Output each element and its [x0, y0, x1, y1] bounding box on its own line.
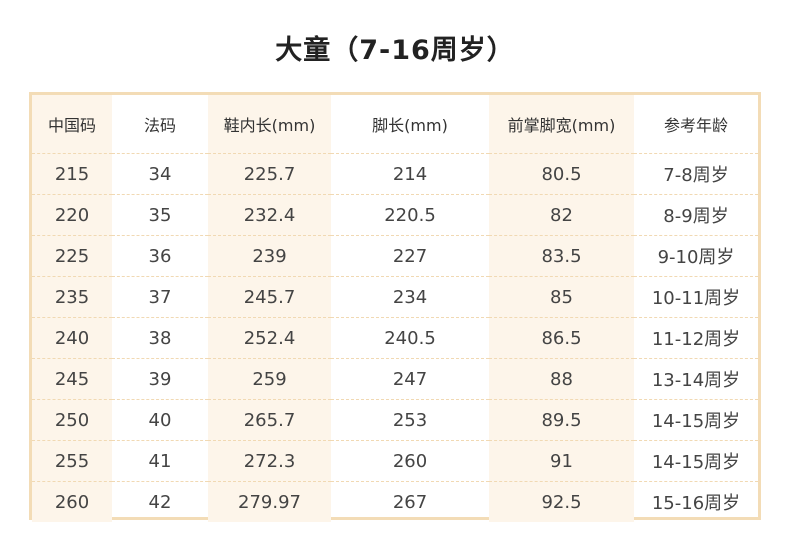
cell-reference-age: 8-9周岁 — [634, 194, 758, 236]
cell-foot-length: 220.5 — [331, 194, 489, 236]
cell-fr-size: 40 — [112, 399, 208, 441]
cell-reference-age: 9-10周岁 — [634, 235, 758, 277]
cell-fr-size: 41 — [112, 440, 208, 482]
header-row: 中国码 法码 鞋内长(mm) 脚长(mm) 前掌脚宽(mm) 参考年龄 — [32, 95, 758, 154]
cell-inner-length: 245.7 — [208, 276, 331, 318]
cell-fr-size: 38 — [112, 317, 208, 359]
cell-foot-length: 253 — [331, 399, 489, 441]
header-fr-size: 法码 — [112, 95, 208, 154]
cell-cn-size: 240 — [32, 317, 112, 359]
cell-foot-length: 227 — [331, 235, 489, 277]
cell-inner-length: 239 — [208, 235, 331, 277]
cell-cn-size: 220 — [32, 194, 112, 236]
cell-forefoot-width: 91 — [489, 440, 634, 482]
cell-fr-size: 37 — [112, 276, 208, 318]
cell-forefoot-width: 82 — [489, 194, 634, 236]
cell-inner-length: 252.4 — [208, 317, 331, 359]
header-forefoot-width: 前掌脚宽(mm) — [489, 95, 634, 154]
cell-forefoot-width: 89.5 — [489, 399, 634, 441]
cell-forefoot-width: 85 — [489, 276, 634, 318]
cell-fr-size: 39 — [112, 358, 208, 400]
cell-reference-age: 14-15周岁 — [634, 440, 758, 482]
cell-cn-size: 215 — [32, 153, 112, 195]
cell-cn-size: 250 — [32, 399, 112, 441]
size-chart-table: 中国码 法码 鞋内长(mm) 脚长(mm) 前掌脚宽(mm) 参考年龄 215 … — [32, 95, 758, 522]
cell-inner-length: 272.3 — [208, 440, 331, 482]
cell-reference-age: 14-15周岁 — [634, 399, 758, 441]
table-row: 225 36 239 227 83.5 9-10周岁 — [32, 235, 758, 277]
cell-forefoot-width: 88 — [489, 358, 634, 400]
cell-inner-length: 259 — [208, 358, 331, 400]
table-row: 260 42 279.97 267 92.5 15-16周岁 — [32, 481, 758, 522]
cell-foot-length: 214 — [331, 153, 489, 195]
cell-cn-size: 225 — [32, 235, 112, 277]
cell-cn-size: 255 — [32, 440, 112, 482]
cell-cn-size: 245 — [32, 358, 112, 400]
cell-fr-size: 36 — [112, 235, 208, 277]
cell-inner-length: 265.7 — [208, 399, 331, 441]
cell-foot-length: 240.5 — [331, 317, 489, 359]
cell-forefoot-width: 86.5 — [489, 317, 634, 359]
cell-forefoot-width: 80.5 — [489, 153, 634, 195]
cell-fr-size: 42 — [148, 491, 172, 513]
cell-inner-length: 232.4 — [208, 194, 331, 236]
cell-cn-size: 235 — [32, 276, 112, 318]
cell-foot-length: 260 — [331, 440, 489, 482]
cell-reference-age: 13-14周岁 — [634, 358, 758, 400]
header-cn-size: 中国码 — [32, 95, 112, 154]
table-row: 220 35 232.4 220.5 82 8-9周岁 — [32, 194, 758, 236]
size-chart-frame: 中国码 法码 鞋内长(mm) 脚长(mm) 前掌脚宽(mm) 参考年龄 215 … — [29, 92, 761, 522]
cell-fr-size: 34 — [112, 153, 208, 195]
table-row: 235 37 245.7 234 85 10-11周岁 — [32, 276, 758, 318]
table-row: 255 41 272.3 260 91 14-15周岁 — [32, 440, 758, 482]
cell-forefoot-width: 92.5 — [489, 481, 634, 522]
cell-inner-length: 225.7 — [208, 153, 331, 195]
cell-inner-length: 279.97 — [208, 481, 331, 522]
table-row: 245 39 259 247 88 13-14周岁 — [32, 358, 758, 400]
cell-foot-length: 234 — [331, 276, 489, 318]
header-reference-age: 参考年龄 — [634, 95, 758, 154]
table-row: 215 34 225.7 214 80.5 7-8周岁 — [32, 153, 758, 195]
cell-reference-age: 15-16周岁 — [651, 493, 741, 514]
table-row: 240 38 252.4 240.5 86.5 11-12周岁 — [32, 317, 758, 359]
table-row: 250 40 265.7 253 89.5 14-15周岁 — [32, 399, 758, 441]
cell-reference-age: 10-11周岁 — [634, 276, 758, 318]
cell-forefoot-width: 83.5 — [489, 235, 634, 277]
header-inner-length: 鞋内长(mm) — [208, 95, 331, 154]
cell-reference-age: 7-8周岁 — [634, 153, 758, 195]
page-title: 大童（7-16周岁） — [275, 35, 515, 66]
cell-foot-length: 247 — [331, 358, 489, 400]
cell-reference-age: 11-12周岁 — [634, 317, 758, 359]
cell-fr-size: 35 — [112, 194, 208, 236]
cell-cn-size: 260 — [32, 481, 112, 522]
cell-foot-length: 267 — [392, 491, 428, 513]
header-foot-length: 脚长(mm) — [331, 95, 489, 154]
